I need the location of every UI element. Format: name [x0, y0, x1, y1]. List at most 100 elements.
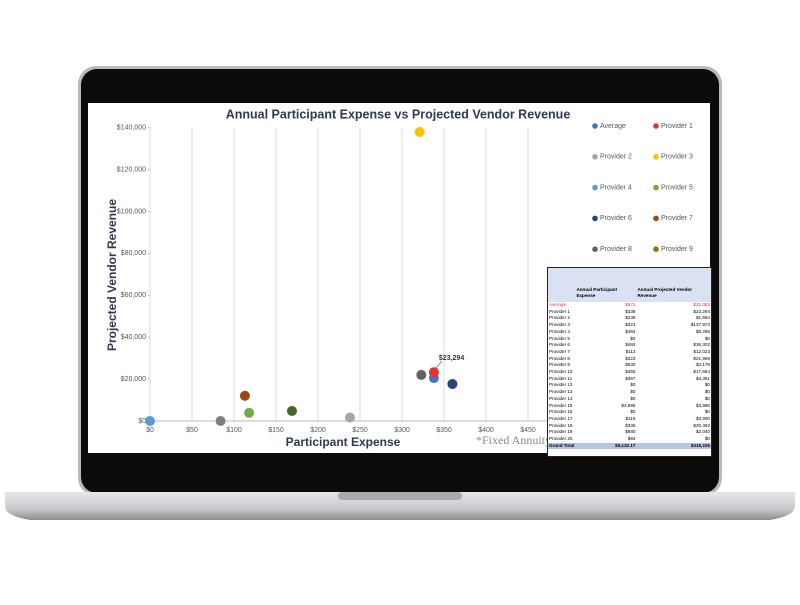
legend-marker	[653, 123, 659, 129]
trackpad-notch	[338, 492, 462, 500]
header-cell: Annual Participant Expense	[575, 268, 637, 302]
legend-label: Provider 6	[600, 215, 632, 222]
legend-label: Provider 8	[600, 246, 632, 253]
point	[145, 416, 155, 426]
chart: Annual Participant Expense vs Projected …	[105, 107, 693, 449]
table-cell: $484	[625, 342, 636, 348]
legend-marker	[592, 246, 598, 252]
legend-marker	[592, 184, 598, 191]
data-table: Annual Participant Expense Annual Project…	[547, 267, 712, 457]
table-cell: $12,023	[693, 348, 710, 354]
x-tick-label: $50	[186, 427, 198, 434]
table-cell: Provider 16	[549, 409, 573, 415]
table-cell: Provider 5	[549, 335, 570, 341]
x-tick-label: $250	[352, 427, 368, 434]
legend-label: Average	[600, 123, 626, 130]
point	[215, 416, 226, 426]
y-tick-label: $80,000	[121, 250, 146, 257]
point	[428, 367, 439, 378]
table-cell: $0	[630, 335, 636, 341]
table-row: Provider 2 $238 $1,664	[548, 315, 711, 322]
table-row: Provider 12 $0 $0	[548, 382, 711, 389]
legend-marker	[653, 215, 659, 222]
table-cell: Provider 19	[549, 429, 573, 435]
point	[244, 407, 255, 418]
table-cell: Provider 13	[549, 389, 573, 395]
table-row: Provider 6 $484 $36,302	[548, 342, 711, 349]
table-cell: $4,351	[695, 375, 710, 381]
table-cell: Provider 12	[549, 382, 573, 388]
y-tick-label: $100,000	[117, 208, 146, 215]
table-row: Provider 17 $118 $3,900	[548, 416, 711, 423]
table-cell: $0	[704, 409, 710, 415]
annotation: *Fixed Annuity	[476, 433, 551, 447]
legend-label: Provider 3	[661, 154, 693, 161]
table-cell: Provider 20	[549, 436, 573, 442]
table-cell: Provider 8	[549, 355, 570, 361]
table-cell: $0	[704, 395, 710, 401]
table-cell: Provider 3	[549, 322, 570, 328]
table-cell: $323	[625, 355, 636, 361]
table-cell: Provider 6	[549, 342, 570, 348]
legend-label: Provider 4	[600, 184, 632, 191]
table-cell: $137,973	[690, 322, 710, 328]
table-cell: $360	[625, 369, 636, 375]
table-row: Provider 9 $530 $3,179	[548, 362, 711, 369]
table-cell: $113	[625, 348, 636, 354]
laptop-base	[5, 492, 795, 520]
y-tick-label: $40,000	[121, 334, 146, 341]
table-cell: Provider 15	[549, 402, 573, 408]
table-cell: $571	[625, 302, 636, 307]
table-row: Provider 13 $0 $0	[548, 389, 711, 396]
legend-label: Provider 2	[600, 154, 632, 161]
x-tick-label: $300	[394, 427, 410, 434]
table-cell: $316,226	[636, 442, 711, 450]
table-cell: $3,179	[695, 362, 710, 368]
table-cell: $484	[625, 328, 636, 334]
table-cell: $3,985	[695, 402, 710, 408]
table-cell: $21,988	[693, 355, 710, 361]
table-cell: Grand Total	[548, 442, 576, 450]
x-tick-label: $150	[268, 427, 284, 434]
table-row: Provider 1 $338 $23,294	[548, 309, 711, 316]
legend-marker	[592, 123, 598, 129]
table-row: Provider 15 $3,985 $3,985	[548, 403, 711, 410]
table-row: Provider 18 $336 $20,492	[548, 423, 711, 430]
x-axis-title: Participant Expense	[286, 435, 401, 449]
table-cell: Provider 2	[549, 315, 570, 321]
table-cell: Provider 1	[549, 308, 570, 314]
point	[239, 390, 250, 401]
table-cell: $336	[625, 422, 636, 428]
table-cell: $20,492	[693, 422, 710, 428]
table-cell: $0	[630, 395, 636, 401]
legend-marker	[592, 215, 598, 222]
table-row: Provider 14 $0 $0	[548, 396, 711, 403]
legend-label: Provider 7	[661, 215, 693, 222]
table-cell: Provider 10	[549, 369, 573, 375]
y-tick-label: $60,000	[121, 292, 146, 299]
y-tick-label: $140,000	[117, 125, 146, 132]
label-leader	[435, 360, 443, 369]
table-cell: Provider 9	[549, 362, 570, 368]
table-cell: Provider 7	[549, 348, 570, 354]
table-row: Provider 4 $484 $6,289	[548, 329, 711, 336]
table-row: Provider 8 $323 $21,988	[548, 356, 711, 363]
table-cell: $338	[625, 308, 636, 314]
header-cell: Annual Projected Vendor Revenue	[636, 268, 711, 302]
table-cell: $238	[625, 315, 636, 321]
table-row: Provider 19 $680 $2,040	[548, 429, 711, 436]
table-cell: $0	[630, 409, 636, 415]
table-cell: $21,082	[693, 302, 710, 307]
table-cell: Provider 18	[549, 422, 573, 428]
table-cell: $680	[625, 429, 636, 435]
table-cell: $0	[704, 436, 710, 442]
table-row: Provider 5 $0 $0	[548, 336, 711, 343]
point	[414, 126, 425, 137]
table-cell: $0	[704, 335, 710, 341]
table-row: Provider 16 $0 $0	[548, 409, 711, 416]
table-cell: $530	[625, 362, 636, 368]
table-row: Provider 11 $367 $4,351	[548, 376, 711, 383]
table-cell: $118	[625, 415, 636, 421]
data-label: $23,294	[439, 355, 464, 362]
